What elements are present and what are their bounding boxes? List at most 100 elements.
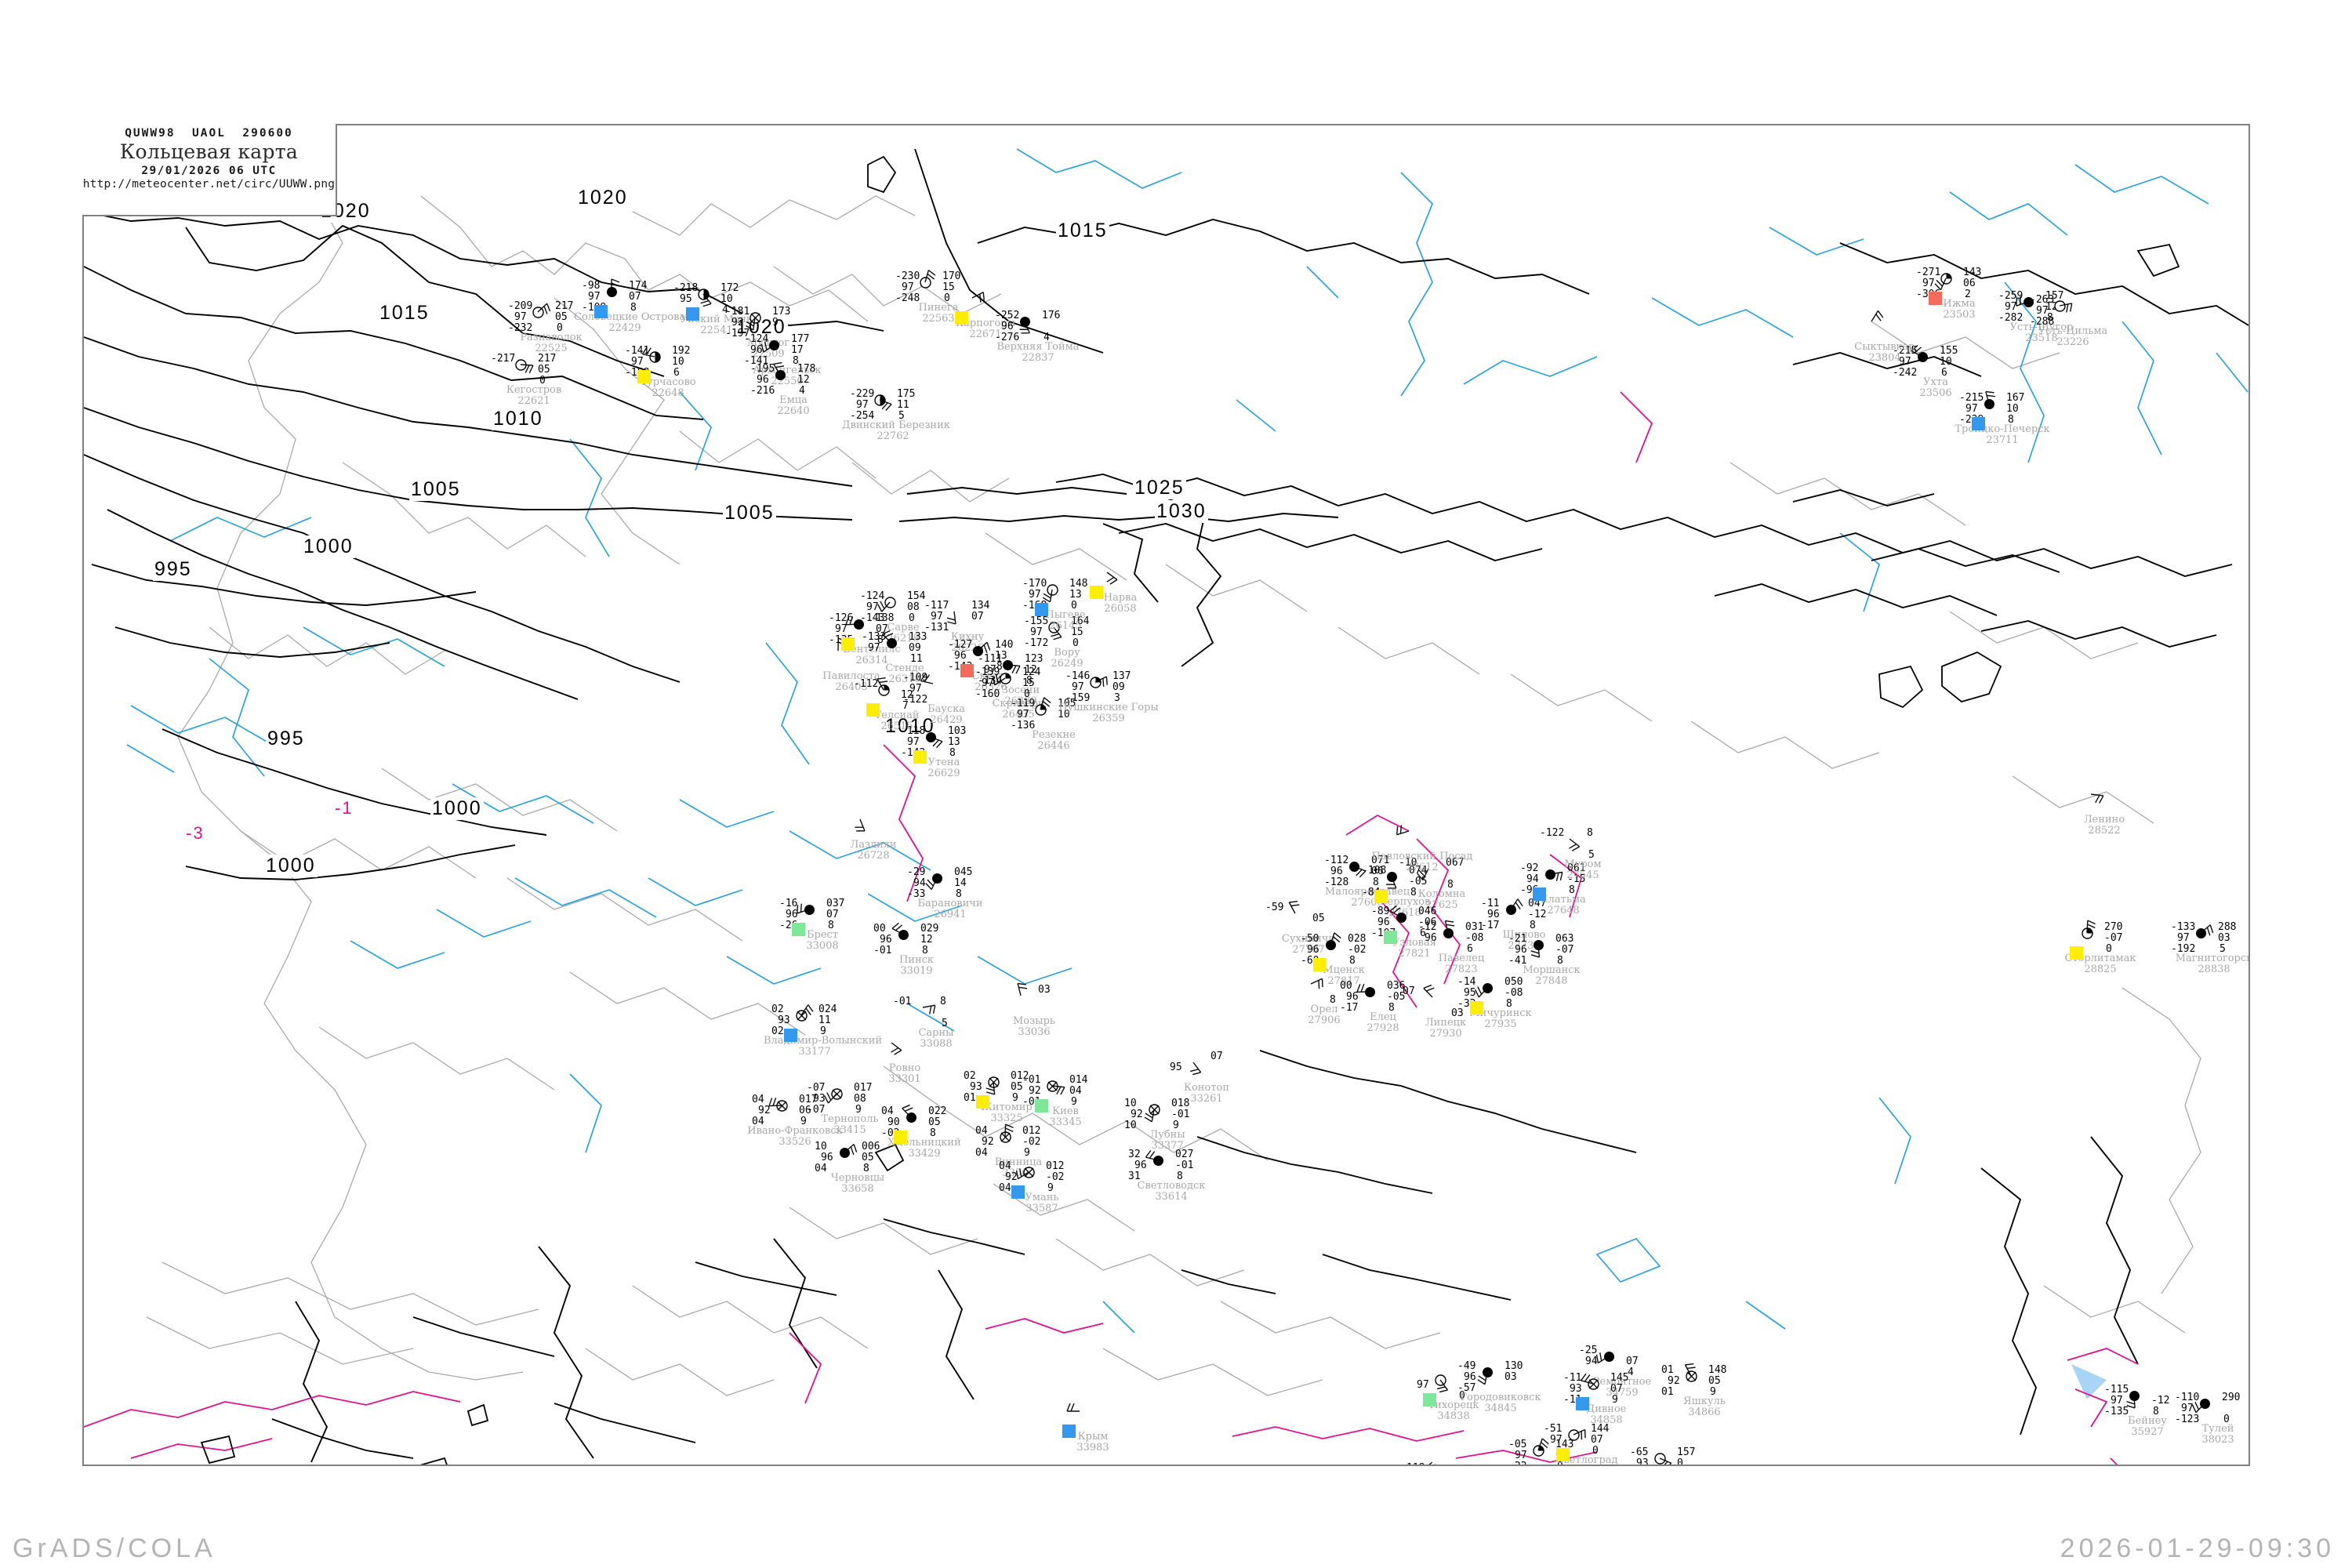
station-pressure: 130 bbox=[1504, 1360, 1523, 1372]
wind-barb-icon bbox=[1435, 920, 1461, 949]
isobar-label-995-a: 995 bbox=[153, 558, 194, 581]
station-visibility: 0 bbox=[909, 612, 915, 624]
cloud-cover-icon bbox=[768, 339, 780, 354]
wind-barb-icon bbox=[1415, 855, 1442, 884]
station-visibility: 8 bbox=[2153, 1406, 2159, 1417]
station-humidity: 90 bbox=[887, 1116, 900, 1128]
wind-barb-icon bbox=[1066, 1398, 1093, 1427]
station-humidity: 93 bbox=[778, 1014, 790, 1026]
station-pressure-tendency: 09 bbox=[1112, 681, 1125, 693]
station-humidity: 97 bbox=[1899, 356, 1911, 368]
station-pressure: 03 bbox=[1038, 984, 1051, 996]
station-pressure: 027 bbox=[1175, 1149, 1194, 1160]
station-name-label: Пинега 22563 bbox=[918, 302, 959, 325]
station-pressure-tendency: 03 bbox=[2218, 932, 2230, 944]
station-visibility: 8 bbox=[2008, 414, 2014, 426]
wind-barb-icon bbox=[1011, 308, 1038, 337]
station-pressure-tendency: 11 bbox=[897, 399, 909, 411]
station-dewpoint: -57 bbox=[1457, 1382, 1476, 1394]
wind-barb-icon bbox=[964, 637, 991, 666]
station-humidity: 94 bbox=[1585, 1356, 1598, 1367]
station-pressure-tendency: 08 bbox=[907, 601, 920, 613]
contour-cells bbox=[200, 155, 2180, 1465]
station-temperature: -01 bbox=[893, 996, 912, 1007]
station-name-label: Стенде 26318 bbox=[885, 662, 924, 685]
station-humidity: 92 bbox=[1005, 1171, 1018, 1183]
station-pressure: 137 bbox=[1112, 670, 1131, 682]
station-visibility: 8 bbox=[630, 302, 637, 314]
cloud-cover-icon bbox=[878, 684, 890, 699]
station-humidity: 96 bbox=[1425, 932, 1437, 944]
station-dewpoint: -159 bbox=[1065, 692, 1091, 704]
cloud-cover-icon bbox=[1000, 673, 1011, 687]
station-name-label: Сыктывкар 23804 bbox=[1854, 341, 1915, 364]
station-pressure-tendency: 06 bbox=[1371, 866, 1384, 877]
station-dewpoint: -242 bbox=[1893, 367, 1918, 379]
station-pressure-tendency: 07 bbox=[1626, 1356, 1639, 1367]
station-pressure: 143 bbox=[1963, 267, 1982, 278]
wind-barb-icon bbox=[1427, 1367, 1454, 1396]
station-humidity: 95 bbox=[1464, 987, 1476, 999]
station-pressure-tendency: -12 bbox=[1528, 909, 1547, 920]
wind-barb-icon bbox=[920, 670, 946, 699]
station-pressure-tendency: 12 bbox=[797, 374, 810, 386]
station-humidity: 96 bbox=[1001, 321, 1014, 332]
station-name-label: Черновцы 33658 bbox=[830, 1172, 885, 1195]
station-visibility: 8 bbox=[1349, 955, 1356, 967]
station-humidity: 93 bbox=[1636, 1457, 1649, 1466]
station-pressure: 050 bbox=[1504, 976, 1523, 988]
station-dewpoint: 10 bbox=[1124, 1120, 1137, 1131]
station-visibility: 4 bbox=[1628, 1367, 1634, 1378]
station-temperature: -127 bbox=[948, 639, 973, 651]
wind-barb-icon bbox=[1040, 614, 1067, 643]
wind-barb-icon bbox=[641, 343, 668, 372]
station-temperature: 10 bbox=[1124, 1098, 1137, 1109]
station-dewpoint: 04 bbox=[815, 1163, 827, 1174]
station-pressure: 014 bbox=[1069, 1074, 1088, 1086]
cloud-cover-icon bbox=[606, 286, 618, 300]
station-temperature: -124 bbox=[744, 333, 769, 345]
wind-barb-icon bbox=[1341, 853, 1367, 882]
station-temperature: -263 bbox=[2030, 294, 2055, 306]
station-temperature: -110 bbox=[2175, 1392, 2200, 1403]
coastline-layer bbox=[146, 172, 2201, 1396]
station-visibility: 8 bbox=[1330, 994, 1336, 1006]
station-humidity: 97 bbox=[1072, 681, 1084, 693]
station-pressure: 175 bbox=[897, 388, 916, 400]
station-temperature: -112 bbox=[1324, 855, 1349, 866]
wind-barb-icon bbox=[507, 351, 534, 380]
valid-time: 29/01/2026 06 UTC bbox=[141, 165, 277, 177]
station-dewpoint: -141 bbox=[744, 355, 769, 367]
station-visibility: 0 bbox=[1071, 600, 1077, 612]
station-pressure-tendency: 04 bbox=[1069, 1085, 1082, 1097]
station-visibility: 8 bbox=[828, 920, 834, 931]
wind-barb-icon bbox=[1595, 1343, 1622, 1372]
station-name-label: Разнаволок 22525 bbox=[520, 332, 583, 354]
station-temperature: 02 bbox=[771, 1004, 784, 1015]
wind-barb-icon bbox=[1419, 984, 1446, 1013]
isobar-label-1025: 1025 bbox=[1133, 477, 1186, 499]
station-temperature: -133 bbox=[2171, 921, 2196, 933]
station-dewpoint: -131 bbox=[924, 622, 949, 633]
station-pressure: 018 bbox=[1171, 1098, 1190, 1109]
station-pressure-tendency: 17 bbox=[791, 344, 804, 356]
station-name-label: Павилоста 26403 bbox=[822, 670, 880, 693]
wind-barb-icon bbox=[2074, 920, 2100, 949]
station-visibility: 0 bbox=[2223, 1414, 2230, 1425]
station-pressure: 105 bbox=[1058, 698, 1076, 710]
station-name-label: Мценск 27817 bbox=[1323, 964, 1365, 987]
station-pressure: 148 bbox=[1069, 578, 1088, 590]
wind-barb-icon bbox=[1497, 896, 1524, 925]
station-pressure-tendency: -08 bbox=[1504, 987, 1523, 999]
station-visibility: 9 bbox=[800, 1116, 807, 1127]
station-temperature: 118 bbox=[1406, 1463, 1425, 1465]
station-temperature: -14 bbox=[1457, 976, 1476, 988]
station-name-label: Крым 33983 bbox=[1076, 1431, 1109, 1454]
wind-barb-icon bbox=[909, 994, 936, 1023]
station-humidity: 97 bbox=[1417, 1379, 1429, 1391]
station-dewpoint: -192 bbox=[2171, 943, 2196, 955]
wind-barb-icon bbox=[2121, 1382, 2147, 1411]
station-visibility: 9 bbox=[1612, 1394, 1618, 1406]
station-pressure-tendency: 13 bbox=[948, 736, 960, 748]
